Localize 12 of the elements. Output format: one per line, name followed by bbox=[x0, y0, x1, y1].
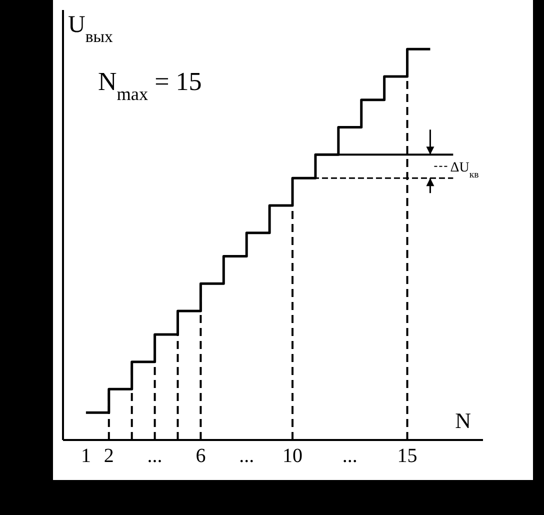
annotation: ΔU$_{кв}$ bbox=[450, 160, 480, 180]
x-tick-label: 2 bbox=[104, 445, 114, 468]
annotation: N$_{max}$ = 15 bbox=[98, 67, 202, 104]
x-tick-label: ... bbox=[239, 445, 254, 468]
x-tick-label: ... bbox=[342, 445, 358, 468]
x-tick-label: ... bbox=[147, 445, 162, 468]
x-tick-label: 10 bbox=[282, 445, 303, 468]
x-tick-label: 1 bbox=[80, 445, 91, 468]
x-tick-label: 15 bbox=[397, 445, 418, 468]
x-axis-title: N bbox=[455, 408, 472, 433]
y-axis-title: U$_{вых}$ bbox=[68, 12, 114, 46]
x-tick-label: 6 bbox=[196, 445, 206, 468]
